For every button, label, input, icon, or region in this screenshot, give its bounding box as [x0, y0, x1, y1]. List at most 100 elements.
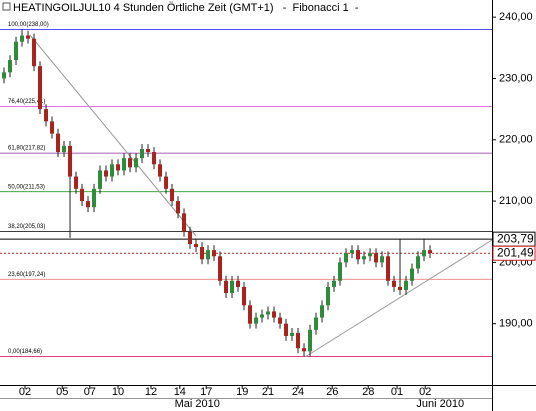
x-tick-label: 26: [326, 386, 338, 398]
candle-body: [26, 35, 31, 39]
icon: [2, 2, 11, 11]
candle-body: [260, 314, 265, 318]
candle-body: [368, 253, 373, 257]
month-label: Juni 2010: [416, 398, 464, 410]
price-label: 203,79: [497, 231, 534, 245]
candle-body: [38, 66, 43, 110]
fib-label: 50,00(211,53): [8, 184, 45, 190]
price-box: [492, 245, 536, 261]
candle-body: [308, 329, 313, 352]
candle-body: [32, 38, 37, 67]
candle-body: [128, 158, 133, 168]
candle-body: [98, 170, 103, 189]
candle-body: [398, 286, 403, 290]
candle-body: [110, 164, 115, 177]
candle-body: [272, 311, 277, 318]
x-tick-label: 28: [362, 386, 374, 398]
candle-body: [416, 256, 421, 269]
x-tick-label: 02: [419, 386, 431, 398]
candle-body: [410, 268, 415, 281]
candle-body: [212, 250, 217, 257]
x-tick-label: 12: [145, 386, 157, 398]
candle-body: [314, 317, 319, 330]
candle-body: [104, 170, 109, 177]
price-label: 201,49: [497, 245, 534, 259]
candle-body: [68, 145, 73, 177]
candle-body: [218, 256, 223, 281]
trend-line: [304, 239, 493, 358]
fib-label: 0,00(184,66): [8, 349, 42, 355]
x-tick-label: 01: [391, 386, 403, 398]
fib-label: 23,60(197,24): [8, 272, 45, 278]
candle-body: [44, 109, 49, 122]
fib-label: 38,20(205,03): [8, 224, 45, 230]
candle-body: [146, 148, 151, 153]
candle-body: [92, 188, 97, 208]
candle-body: [242, 286, 247, 306]
candle-body: [266, 311, 271, 315]
candle-body: [74, 176, 79, 189]
candle-body: [116, 164, 121, 171]
candle-body: [2, 72, 7, 79]
x-tick-label: 02: [19, 386, 31, 398]
candle-body: [188, 231, 193, 244]
candle-body: [230, 280, 235, 294]
candle-body: [194, 243, 199, 248]
candle-body: [158, 164, 163, 177]
candle-body: [404, 280, 409, 290]
candle-body: [392, 280, 397, 287]
candle-body: [284, 323, 289, 336]
fib-label: 76,40(225,41): [8, 99, 45, 105]
fib-label: 100,00(238,00): [8, 22, 49, 28]
x-tick-label: 17: [200, 386, 212, 398]
y-tick-label: 220,00: [499, 134, 533, 146]
candle-body: [362, 256, 367, 260]
candle-body: [122, 158, 127, 171]
y-tick-label: 240,00: [499, 11, 533, 23]
candle-body: [302, 348, 307, 352]
candle-body: [86, 201, 91, 208]
candle-body: [338, 262, 343, 281]
candle-body: [206, 250, 211, 260]
candle-body: [8, 60, 13, 73]
candle-body: [14, 41, 19, 61]
candle-body: [56, 133, 61, 153]
candle-body: [332, 280, 337, 287]
x-tick-label: 14: [174, 386, 186, 398]
trend-line: [29, 34, 197, 237]
candle-body: [140, 148, 145, 159]
candle-body: [248, 305, 253, 324]
candle-body: [290, 332, 295, 336]
candle-body: [134, 158, 139, 168]
fib-label: 61,80(217,82): [8, 146, 45, 152]
x-tick-label: 21: [262, 386, 274, 398]
candle-body: [182, 213, 187, 232]
candle-body: [326, 286, 331, 306]
y-tick-label: 190,00: [499, 318, 533, 330]
candle-body: [386, 256, 391, 281]
candle-body: [224, 280, 229, 294]
x-tick-label: 10: [112, 386, 124, 398]
candle-body: [380, 256, 385, 263]
x-tick-label: 19: [236, 386, 248, 398]
candle-body: [80, 188, 85, 202]
y-tick-label: 210,00: [499, 195, 533, 207]
candle-body: [20, 35, 25, 42]
candle-body: [296, 332, 301, 349]
candle-body: [176, 201, 181, 214]
candle-body: [62, 145, 67, 153]
candle-body: [374, 253, 379, 263]
x-tick-label: 24: [292, 386, 304, 398]
y-tick-label: 230,00: [499, 72, 533, 84]
candle-body: [356, 250, 361, 260]
x-tick-label: 05: [56, 386, 68, 398]
candle-body: [254, 317, 259, 324]
candle-body: [50, 121, 55, 134]
candle-body: [320, 305, 325, 318]
month-label: Mai 2010: [175, 398, 220, 410]
candle-body: [152, 152, 157, 165]
candle-body: [428, 250, 433, 254]
candle-body: [200, 247, 205, 260]
